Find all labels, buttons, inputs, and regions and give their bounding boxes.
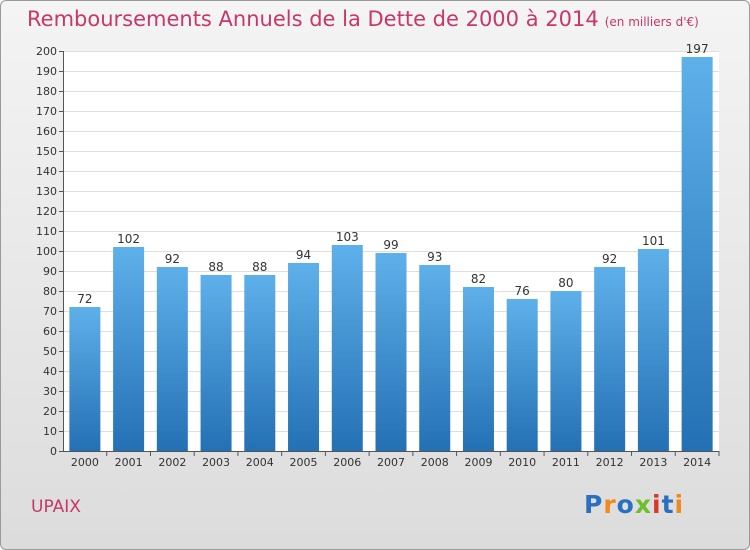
- bar: [462, 287, 494, 451]
- y-tick-label: 140: [36, 165, 57, 178]
- bar-value-label: 80: [558, 276, 573, 290]
- proxiti-logo[interactable]: Proxiti: [584, 490, 684, 519]
- x-tick-label: 2002: [158, 456, 186, 469]
- y-tick-label: 180: [36, 85, 57, 98]
- bar-value-label: 92: [602, 252, 617, 266]
- x-tick-label: 2014: [683, 456, 711, 469]
- y-tick-label: 20: [43, 405, 57, 418]
- bar: [681, 57, 713, 451]
- bar-value-label: 76: [515, 284, 530, 298]
- x-tick-label: 2001: [115, 456, 143, 469]
- y-tick-label: 80: [43, 285, 57, 298]
- y-tick-label: 100: [36, 245, 57, 258]
- logo-letter: i: [652, 490, 662, 519]
- bar-value-label: 197: [686, 42, 709, 56]
- x-tick-label: 2007: [377, 456, 405, 469]
- bar: [375, 253, 407, 451]
- bar-value-label: 102: [117, 232, 140, 246]
- x-tick-label: 2006: [333, 456, 361, 469]
- bar-value-label: 88: [252, 260, 267, 274]
- y-tick-label: 190: [36, 65, 57, 78]
- chart-title: Remboursements Annuels de la Dette de 20…: [27, 7, 699, 31]
- y-tick-label: 130: [36, 185, 57, 198]
- x-tick-label: 2011: [552, 456, 580, 469]
- y-tick-label: 110: [36, 225, 57, 238]
- bar: [506, 299, 538, 451]
- bar-value-label: 99: [383, 238, 398, 252]
- bar: [637, 249, 669, 451]
- logo-letter: P: [584, 490, 604, 519]
- bar: [550, 291, 582, 451]
- logo-letter: x: [634, 490, 652, 519]
- x-tick-label: 2000: [71, 456, 99, 469]
- bar: [419, 265, 451, 451]
- y-tick-label: 120: [36, 205, 57, 218]
- bar: [594, 267, 626, 451]
- y-tick-label: 10: [43, 425, 57, 438]
- x-tick-label: 2004: [246, 456, 274, 469]
- bar: [113, 247, 145, 451]
- logo-letter: i: [674, 490, 685, 519]
- x-tick-label: 2003: [202, 456, 230, 469]
- y-tick-label: 60: [43, 325, 57, 338]
- bar-value-label: 101: [642, 234, 665, 248]
- bar: [331, 245, 363, 451]
- y-tick-label: 50: [43, 345, 57, 358]
- x-tick-label: 2013: [639, 456, 667, 469]
- x-tick-label: 2008: [421, 456, 449, 469]
- bar: [200, 275, 232, 451]
- y-tick-label: 0: [50, 445, 57, 458]
- bar-value-label: 93: [427, 250, 442, 264]
- y-tick-label: 160: [36, 125, 57, 138]
- x-tick-label: 2010: [508, 456, 536, 469]
- y-tick-label: 70: [43, 305, 57, 318]
- x-tick-label: 2005: [290, 456, 318, 469]
- y-tick-label: 40: [43, 365, 57, 378]
- logo-letter: o: [616, 490, 635, 519]
- bar-value-label: 82: [471, 272, 486, 286]
- bar: [288, 263, 320, 451]
- bar-value-label: 72: [77, 292, 92, 306]
- logo-letter: t: [661, 490, 675, 519]
- y-tick-label: 30: [43, 385, 57, 398]
- bar-value-label: 94: [296, 248, 311, 262]
- bar: [244, 275, 276, 451]
- x-tick-label: 2012: [596, 456, 624, 469]
- bar-value-label: 92: [165, 252, 180, 266]
- title-text: Remboursements Annuels de la Dette de 20…: [27, 7, 599, 31]
- y-tick-label: 200: [36, 45, 57, 58]
- bar-value-label: 103: [336, 230, 359, 244]
- y-tick-label: 170: [36, 105, 57, 118]
- x-tick-label: 2009: [464, 456, 492, 469]
- commune-name: UPAIX: [31, 497, 81, 517]
- chart-subtitle: (en milliers d'€): [604, 15, 699, 29]
- bar-value-label: 88: [208, 260, 223, 274]
- bar: [156, 267, 188, 451]
- y-tick-label: 150: [36, 145, 57, 158]
- y-tick-label: 90: [43, 265, 57, 278]
- bar: [69, 307, 101, 451]
- logo-letter: r: [603, 490, 617, 519]
